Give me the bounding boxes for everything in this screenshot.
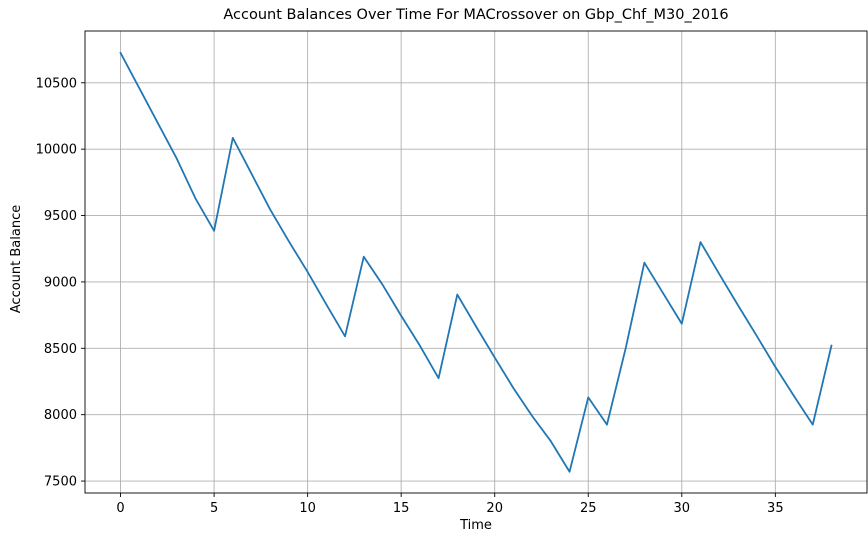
x-tick-label: 20 — [486, 501, 503, 516]
x-tick-label: 35 — [767, 501, 784, 516]
y-tick-label: 9000 — [44, 275, 77, 290]
plot-frame — [84, 30, 868, 494]
y-tick-label: 8000 — [44, 408, 77, 423]
series-layer — [119, 51, 833, 473]
grid — [85, 31, 867, 493]
y-tick-label: 8500 — [44, 342, 77, 357]
x-tick-label: 15 — [393, 501, 410, 516]
y-tick-label: 10500 — [36, 76, 77, 91]
y-tick-label: 10000 — [36, 143, 77, 158]
x-tick-label: 5 — [210, 501, 218, 516]
axes — [84, 30, 868, 494]
x-tick-label: 30 — [674, 501, 691, 516]
series-line — [119, 51, 833, 473]
ticks: 0 5 10 15 20 25 30 35 7500 8000 8500 9000 9500 10000 1… — [36, 76, 784, 516]
x-axis-label: Time — [459, 518, 492, 533]
x-tick-label: 25 — [580, 501, 597, 516]
y-tick-label: 7500 — [44, 475, 77, 490]
x-tick-label: 10 — [299, 501, 316, 516]
x-tick-label: 0 — [116, 501, 124, 516]
y-tick-label: 9500 — [44, 209, 77, 224]
y-axis-label: Account Balance — [9, 205, 24, 313]
chart-title: Account Balances Over Time For MACrossov… — [223, 7, 728, 23]
